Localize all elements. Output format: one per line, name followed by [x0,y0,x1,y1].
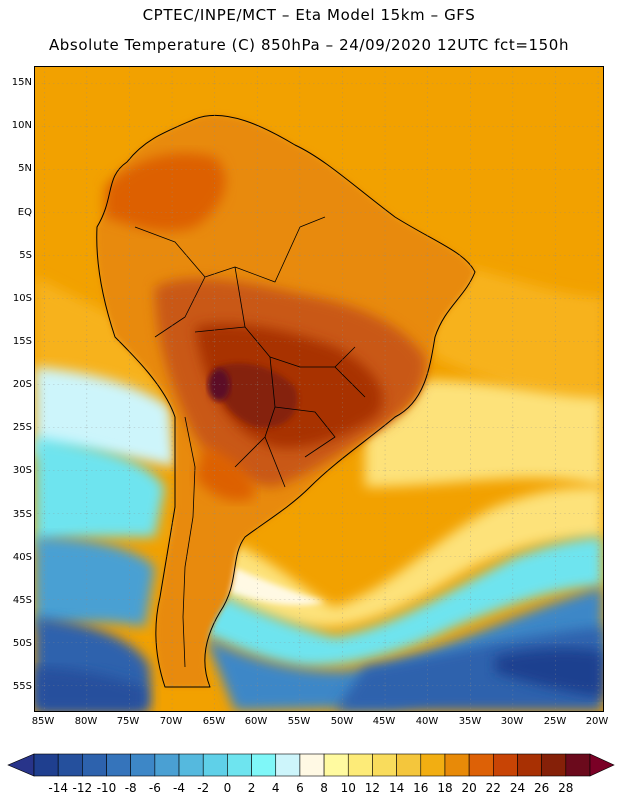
colorbar-tick-label: 6 [296,781,304,795]
lon-label: 40W [415,716,439,727]
graticule [35,67,603,711]
colorbar-tick-label: 4 [271,781,280,795]
lon-label: 55W [287,716,311,727]
colorbar-tick-label: 22 [485,781,501,795]
lat-label: 35S [12,509,32,520]
colorbar-tick-label: 24 [509,781,526,795]
lat-label: EQ [17,207,32,218]
colorbar-swatch [396,753,422,777]
lon-label: 65W [202,716,226,727]
map-title-line2: Absolute Temperature (C) 850hPa – 24/09/… [48,36,570,54]
lon-label: 70W [159,716,183,727]
colorbar-tick-label: 20 [461,781,477,795]
colorbar-swatch [251,753,277,777]
colorbar-tick-label: 16 [413,781,429,795]
lat-label: 45S [12,595,32,606]
temperature-map [35,67,603,711]
colorbar-tick-label: -2 [197,781,210,795]
colorbar-swatch [493,753,518,777]
colorbar-swatch [178,753,204,777]
colorbar-swatch [323,753,349,777]
lon-label: 75W [116,716,140,727]
colorbar-tick-label: 12 [364,781,381,795]
colorbar-tick-label: 10 [340,781,356,795]
colorbar-tick-label: -6 [148,781,161,795]
colorbar-swatch [420,753,446,777]
lon-label: 35W [458,716,482,727]
colorbar-tick-label: 26 [534,781,550,795]
colorbar-tick-label: 18 [437,781,453,795]
lat-label: 5N [18,163,32,174]
colorbar-tick-label: 8 [320,781,328,795]
colorbar-swatch [299,753,325,777]
colorbar-tick-label: -10 [96,781,117,795]
colorbar-under-triangle [7,753,35,777]
lat-label: 55S [12,681,32,692]
colorbar-tick-label: -14 [48,781,68,795]
colorbar-tick-label: -4 [173,781,186,795]
lat-label: 10S [12,293,32,304]
colorbar-swatch [130,753,156,777]
lon-label: 50W [330,716,354,727]
colorbar-tick-label: -12 [72,781,93,795]
colorbar-tick-label: 0 [223,781,232,795]
colorbar-swatch [517,753,542,777]
colorbar-swatch [275,753,301,777]
map-title-line1: CPTEC/INPE/MCT – Eta Model 15km – GFS [142,6,476,24]
lon-label: 45W [372,716,396,727]
colorbar-swatch [468,753,494,777]
lon-label: 85W [31,716,55,727]
lon-label: 60W [244,716,268,727]
lon-label: 30W [500,716,524,727]
colorbar-swatch [372,753,397,777]
lon-label: 25W [543,716,567,727]
lat-label: 50S [12,638,32,649]
lat-label: 5S [19,250,32,261]
lat-label: 25S [12,422,32,433]
colorbar-over-triangle [589,753,615,777]
colorbar-swatch [227,753,252,777]
colorbar-swatch [444,753,470,777]
colorbar-swatch [347,753,373,777]
lat-label: 15N [11,77,32,88]
colorbar-swatch [106,753,131,777]
colorbar-swatch [202,753,228,777]
lat-label: 30S [12,465,32,476]
lat-label: 20S [12,379,32,390]
lat-label: 40S [12,552,32,563]
lat-label: 15S [12,336,32,347]
colorbar-swatch [565,753,591,777]
colorbar-swatch [57,753,83,777]
colorbar-swatch [33,753,59,777]
lat-label: 10N [11,120,32,131]
colorbar-tick-label: 2 [247,781,256,795]
colorbar-swatch [541,753,567,777]
map-panel [34,66,604,712]
colorbar-tick-label: 28 [558,781,574,795]
colorbar-tick-label: 14 [388,781,405,795]
colorbar-swatch [154,753,180,777]
colorbar-swatch [82,753,107,777]
lon-label: 20W [585,716,609,727]
colorbar-tick-label: -8 [124,781,137,795]
lon-label: 80W [74,716,98,727]
